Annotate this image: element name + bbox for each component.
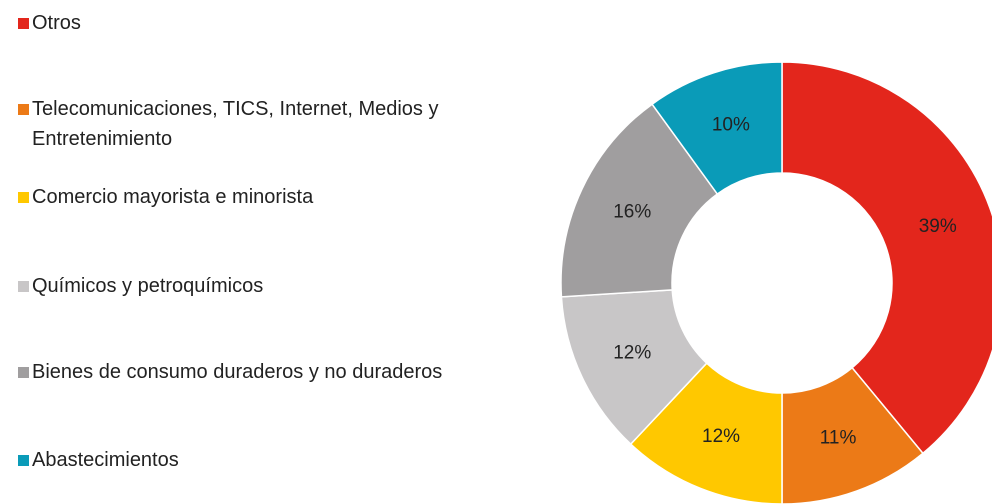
legend-label: Otros [32, 12, 81, 34]
data-label: 12% [613, 342, 651, 363]
legend-swatch [18, 104, 29, 115]
legend-item: Bienes de consumo duraderos y no durader… [18, 357, 458, 387]
legend-swatch [18, 192, 29, 203]
legend-item: Abastecimientos [18, 445, 518, 475]
legend-item: Otros [18, 8, 318, 38]
data-label: 39% [919, 216, 957, 237]
donut-slice [781, 61, 992, 455]
legend-item: Comercio mayorista e minorista [18, 182, 518, 212]
legend-swatch [18, 18, 29, 29]
legend-swatch [18, 367, 29, 378]
legend-label: Bienes de consumo duraderos y no durader… [32, 361, 443, 383]
legend-label: Químicos y petroquímicos [32, 275, 264, 297]
donut-slice [651, 61, 783, 196]
legend-swatch [18, 455, 29, 466]
legend-label: Comercio mayorista e minorista [32, 186, 314, 208]
data-label: 12% [702, 426, 740, 447]
data-label: 16% [613, 202, 651, 223]
legend-label: Abastecimientos [32, 449, 179, 471]
donut-slice [560, 103, 719, 298]
data-label: 11% [820, 428, 857, 449]
legend-label: Telecomunicaciones, TICS, Internet, Medi… [32, 98, 439, 150]
legend-item: Telecomunicaciones, TICS, Internet, Medi… [18, 94, 548, 154]
legend-swatch [18, 281, 29, 292]
data-label: 10% [712, 115, 750, 136]
legend-item: Químicos y petroquímicos [18, 271, 518, 301]
